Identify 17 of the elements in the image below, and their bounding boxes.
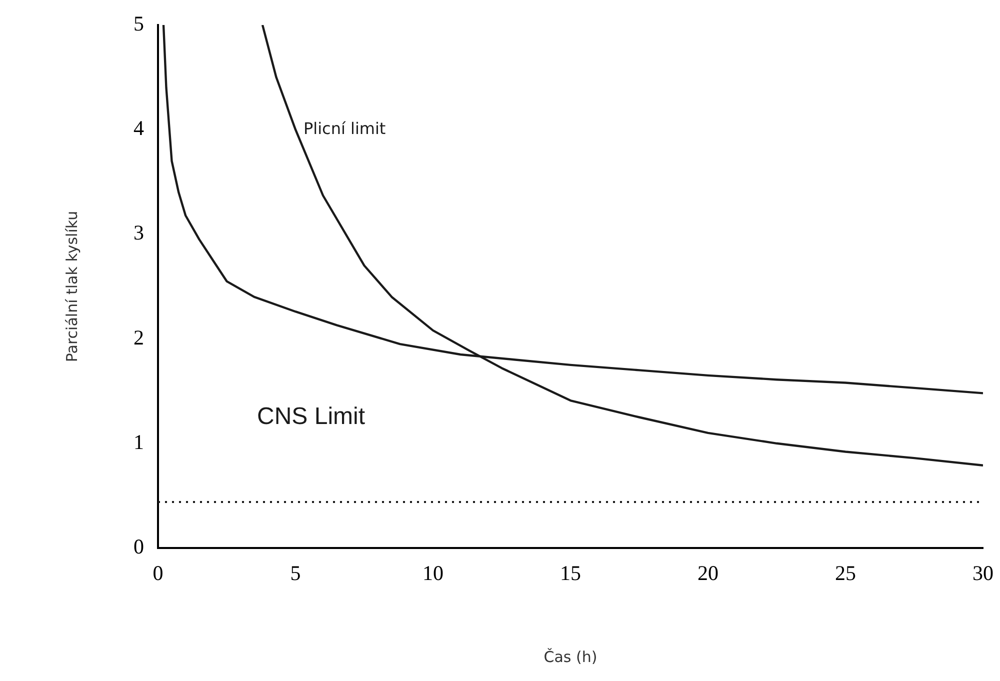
x-tick-label: 0	[152, 561, 164, 586]
text: CNS Limit	[257, 402, 366, 430]
x-tick-label: 20	[698, 561, 718, 586]
y-tick-label: 0	[134, 534, 144, 559]
y-tick-label: 3	[134, 220, 144, 245]
y-axis-title: Parciální tlak kyslíku	[62, 210, 81, 362]
series-label: Plicní limit	[304, 118, 386, 138]
x-tick-label: 10	[422, 561, 444, 586]
y-tick-label: 4	[134, 116, 144, 140]
x-tick-label: 25	[835, 561, 856, 586]
y-tick-label: 1	[134, 430, 144, 454]
x-tick-label: 5	[290, 561, 301, 586]
x-tick-label: 30	[972, 561, 994, 586]
y-tick-label: 2	[134, 325, 144, 350]
x-axis-title: Čas (h)	[544, 648, 598, 666]
y-tick-label: 5	[134, 12, 144, 36]
x-tick-label: 15	[560, 561, 581, 586]
